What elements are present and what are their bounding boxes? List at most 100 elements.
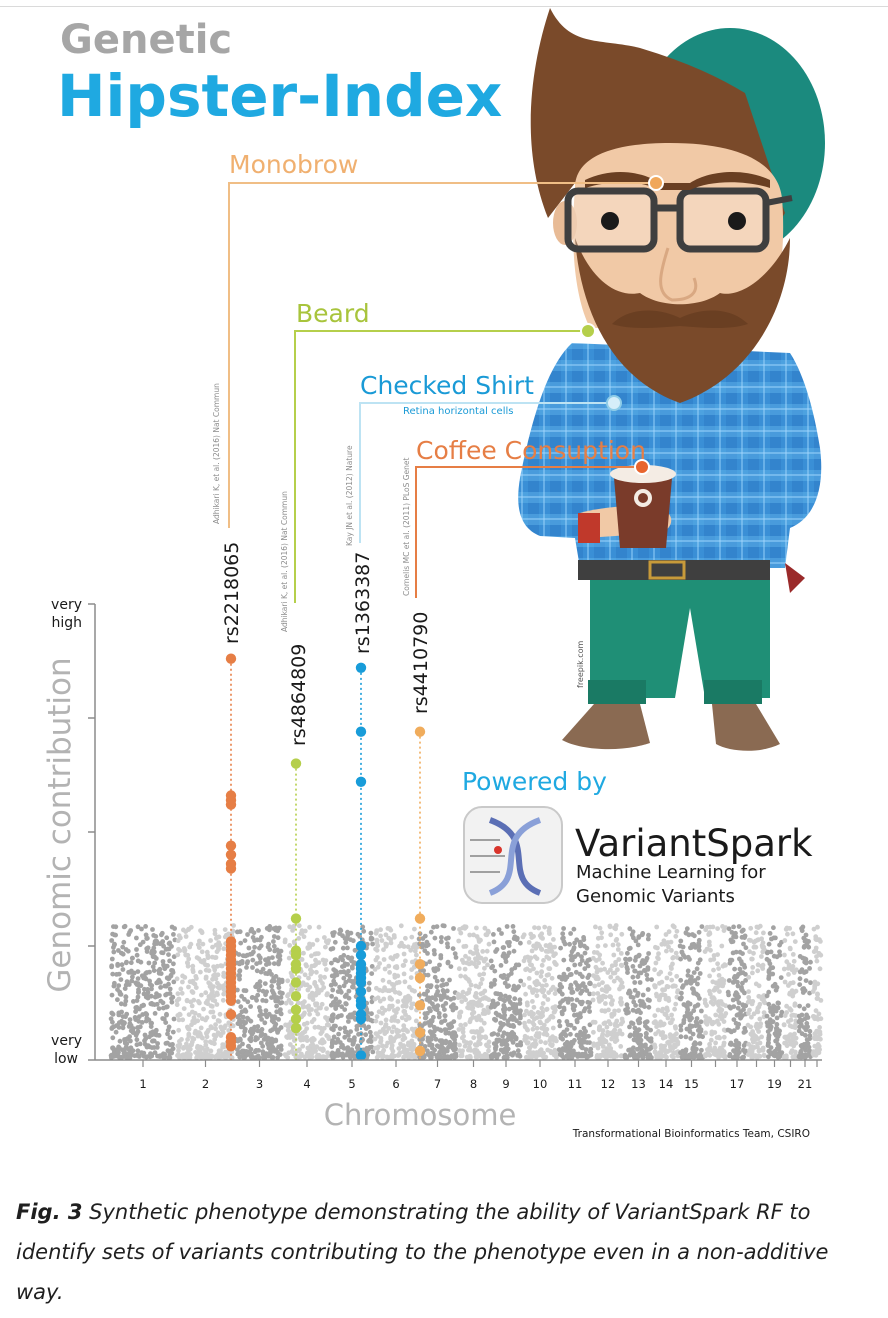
trait-label-beard: Beard	[296, 299, 370, 328]
variant-point	[414, 1027, 426, 1038]
variant-point	[290, 913, 302, 924]
variant-point	[290, 991, 302, 1002]
variant-point	[414, 726, 426, 737]
variant-point	[355, 977, 367, 988]
x-tick-label: 3	[256, 1077, 263, 1091]
reference-beard: Adhikari K, et al. (2016) Nat Commun	[280, 491, 289, 632]
callout-dot-beard	[580, 323, 596, 339]
rsid-coffee: rs4410790	[410, 612, 432, 714]
variant-point	[355, 1000, 367, 1011]
cuff-right	[704, 680, 762, 704]
annotation-retina: Retina horizontal cells	[403, 406, 513, 417]
variant-point	[355, 1013, 367, 1025]
reference-monobrow: Adhikari K, et al. (2016) Nat Commun	[212, 383, 221, 524]
variant-point	[290, 1013, 302, 1025]
shoe-left	[562, 704, 650, 750]
caption-text: Synthetic phenotype demonstrating the ab…	[16, 1200, 829, 1304]
hipster-index-figure: Genetic Hipster-Index	[42, 8, 825, 1140]
callout-dot-coffee	[634, 459, 650, 475]
product-tagline-2: Genomic Variants	[576, 886, 735, 907]
eye-left	[601, 212, 619, 230]
x-tick-label: 14	[659, 1077, 674, 1091]
glasses-arm	[765, 195, 793, 206]
variant-point	[290, 1022, 302, 1034]
variant-point	[225, 799, 237, 810]
variant-traces	[225, 653, 426, 1061]
x-tick-label: 2	[202, 1077, 209, 1091]
belt-buckle	[648, 560, 686, 580]
y-tick-label-high-1: very	[51, 597, 82, 613]
x-tick-label: 7	[434, 1077, 441, 1091]
x-tick-label: 10	[533, 1077, 548, 1091]
variant-point	[290, 1004, 302, 1015]
variant-point	[225, 653, 237, 664]
hipster-illustration: freepik.com	[518, 8, 825, 751]
x-tick-label: 17	[730, 1077, 745, 1091]
y-tick-label-high-2: high	[51, 615, 82, 631]
team-credit: Transformational Bioinformatics Team, CS…	[572, 1128, 810, 1140]
chromosome-bands	[108, 923, 824, 1061]
x-tick-label: 19	[767, 1077, 782, 1091]
y-axis-title: Genomic contribution	[42, 657, 78, 992]
x-tick-label: 11	[568, 1077, 583, 1091]
variant-point	[290, 949, 302, 961]
trait-label-monobrow: Monobrow	[229, 150, 358, 179]
moustache-shape	[612, 310, 748, 328]
variant-point	[414, 959, 426, 970]
caption-label: Fig. 3	[16, 1200, 83, 1224]
rsid-monobrow: rs2218065	[221, 542, 243, 644]
x-tick-label: 5	[348, 1077, 355, 1091]
x-tick-label: 8	[470, 1077, 477, 1091]
callout-dot-monobrow	[648, 175, 664, 191]
callout-line-coffee	[415, 466, 642, 598]
rsid-beard: rs4864809	[288, 644, 310, 746]
x-tick-label: 9	[502, 1077, 509, 1091]
logo-helix-b	[488, 817, 542, 896]
variant-point	[290, 758, 302, 769]
trait-label-coffee: Coffee Consuption	[416, 436, 646, 465]
rsid-checked-shirt: rs1363387	[352, 552, 374, 654]
y-tick-label-low-2: low	[54, 1051, 78, 1067]
shirt-tail	[785, 563, 805, 593]
hair-shape	[530, 8, 785, 238]
variant-point	[355, 940, 367, 952]
callout-dot-checked-shirt	[606, 395, 622, 411]
variant-point	[225, 849, 237, 860]
callout-line-checked-shirt	[359, 402, 614, 543]
title-line-2: Hipster-Index	[57, 62, 502, 130]
logo-red-dot	[494, 846, 502, 854]
product-tagline-1: Machine Learning for	[576, 862, 766, 883]
product-name: VariantSpark	[575, 822, 813, 865]
coffee-logo-inner	[638, 493, 648, 503]
monobrow-shape	[585, 172, 770, 190]
shoe-right	[712, 704, 780, 751]
callout-line-beard	[294, 330, 588, 603]
freepik-credit: freepik.com	[576, 640, 585, 688]
variant-point	[290, 963, 302, 974]
top-divider	[0, 6, 888, 7]
x-axis-ticks: 1 2 3 4 5 6 7 8 9 10 11 12 13 14 15 17 19 21	[139, 1060, 818, 1091]
title-line-1: Genetic	[60, 17, 232, 63]
variant-point	[414, 972, 426, 984]
x-tick-label: 4	[303, 1077, 310, 1091]
x-tick-label: 21	[798, 1077, 813, 1091]
cuff-left	[588, 680, 646, 704]
figure-caption: Fig. 3 Synthetic phenotype demonstrating…	[16, 1192, 874, 1312]
trait-callouts: Monobrow Beard Checked Shirt Retina hori…	[228, 150, 664, 603]
y-tick-label-low-1: very	[51, 1033, 82, 1049]
variant-point	[414, 1000, 426, 1011]
variant-point	[225, 863, 237, 874]
variant-point	[355, 776, 367, 787]
variant-point	[414, 1045, 426, 1057]
x-axis-title: Chromosome	[324, 1098, 517, 1132]
variant-references: Adhikari K, et al. (2016) Nat Commun Adh…	[212, 383, 411, 632]
coffee-cup-shape	[614, 478, 672, 548]
eye-right	[728, 212, 746, 230]
x-tick-label: 13	[631, 1077, 646, 1091]
glasses-right-lens	[676, 187, 770, 253]
powered-by-block: Powered by VariantSpark Machine Learning…	[462, 767, 813, 907]
x-tick-label: 15	[684, 1077, 699, 1091]
trousers-shape	[590, 568, 770, 698]
variant-point	[290, 977, 302, 988]
sleeve-cuff	[578, 513, 600, 543]
